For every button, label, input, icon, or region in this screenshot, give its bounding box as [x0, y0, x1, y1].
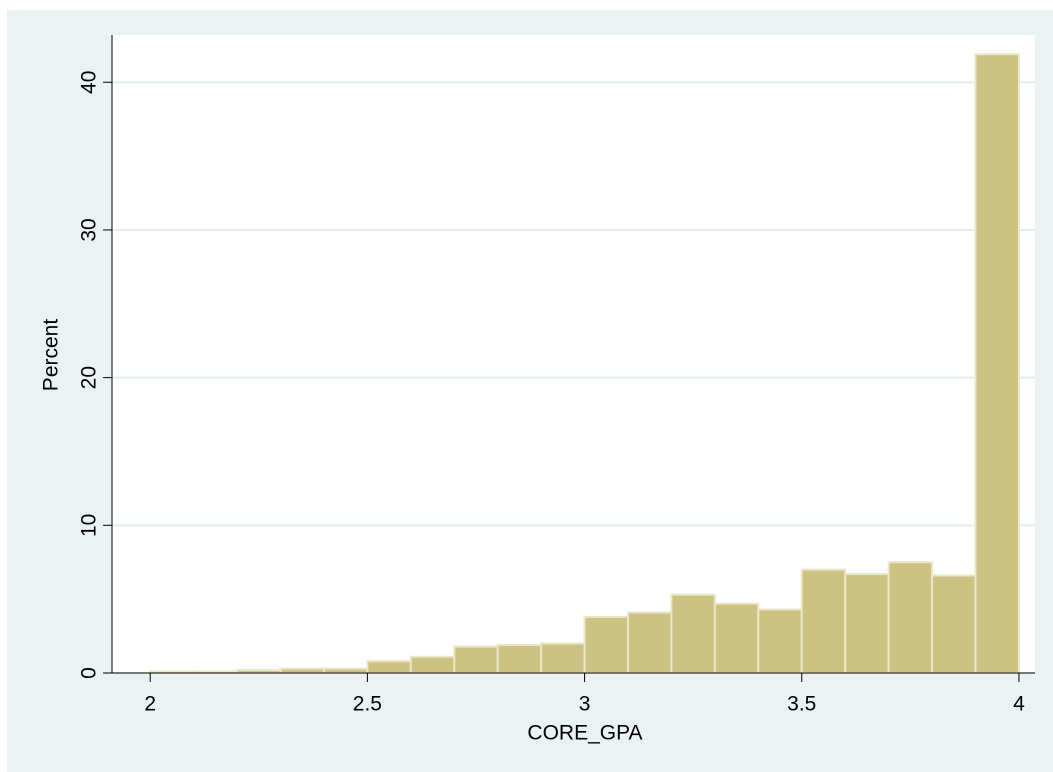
x-tick-label: 2 — [144, 693, 156, 716]
x-tick-label: 3 — [579, 693, 591, 716]
bar — [583, 615, 630, 675]
bar — [322, 667, 369, 675]
bar — [974, 53, 1020, 674]
bar — [713, 602, 760, 674]
plot-area — [112, 35, 1035, 673]
x-axis-label: CORE_GPA — [527, 722, 642, 745]
x-tick-label: 4 — [1013, 693, 1025, 716]
y-tick-label: 0 — [78, 667, 101, 679]
bar — [540, 642, 586, 674]
bar — [757, 608, 803, 674]
y-tick-label: 10 — [78, 514, 101, 537]
x-tick-label: 2.5 — [353, 693, 382, 716]
bar — [279, 667, 325, 675]
bar — [627, 611, 673, 675]
bar — [887, 561, 934, 674]
bar — [409, 655, 456, 675]
y-tick-label: 20 — [78, 366, 101, 389]
y-tick-label: 40 — [78, 71, 101, 94]
x-tick-label: 3.5 — [787, 693, 816, 716]
bar — [453, 645, 499, 675]
bar — [670, 593, 716, 675]
y-axis-label: Percent — [40, 319, 63, 392]
bar — [366, 660, 412, 674]
bar — [844, 573, 890, 674]
y-tick-label: 30 — [78, 218, 101, 241]
bar — [800, 568, 847, 674]
bar — [931, 574, 977, 674]
bar — [496, 643, 543, 675]
